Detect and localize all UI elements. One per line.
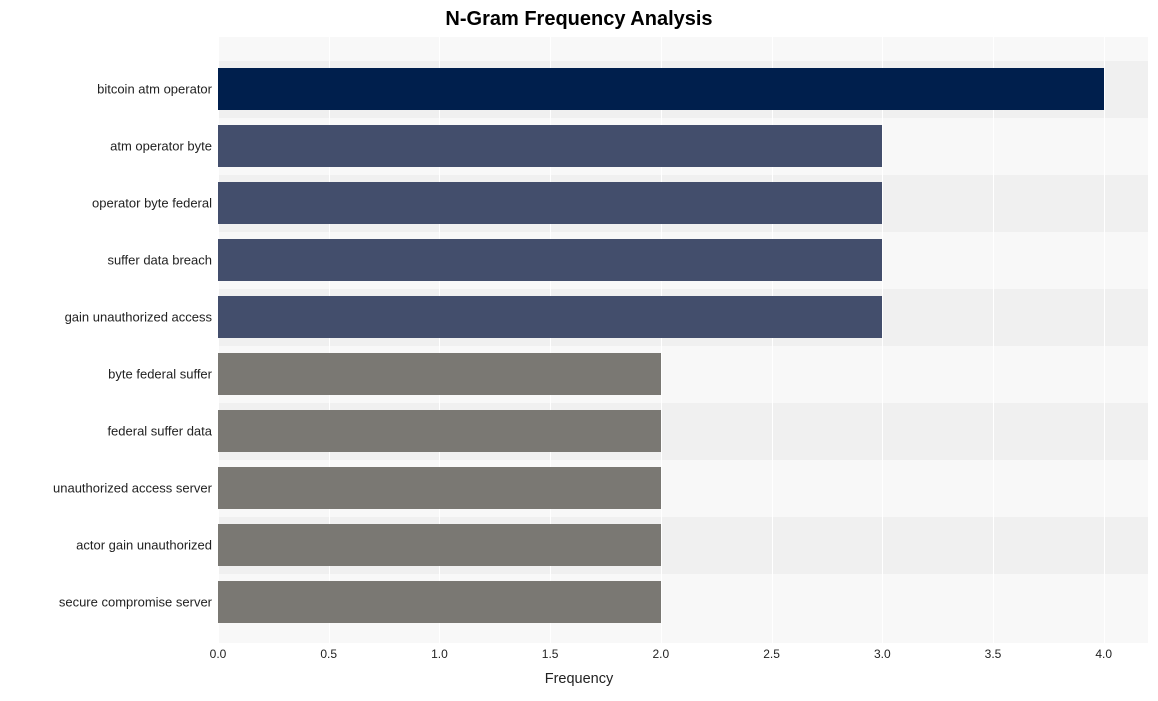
x-tick-label: 1.5 xyxy=(542,647,559,661)
y-tick-label: secure compromise server xyxy=(59,595,212,610)
y-axis-labels: bitcoin atm operator atm operator byte ope… xyxy=(0,37,218,643)
x-tick-label: 0.0 xyxy=(210,647,227,661)
y-tick-label: federal suffer data xyxy=(107,424,212,439)
grid-line xyxy=(1104,37,1105,643)
bar xyxy=(218,239,882,281)
bar xyxy=(218,296,882,338)
y-tick-label: unauthorized access server xyxy=(53,481,212,496)
x-axis-ticks: 0.00.51.01.52.02.53.03.54.0 xyxy=(218,643,1148,669)
x-tick-label: 2.0 xyxy=(653,647,670,661)
y-tick-label: operator byte federal xyxy=(92,196,212,211)
x-tick-label: 2.5 xyxy=(763,647,780,661)
bar xyxy=(218,467,661,509)
bar xyxy=(218,353,661,395)
plot-area xyxy=(218,37,1148,643)
plot-row: bitcoin atm operator atm operator byte ope… xyxy=(0,37,1158,643)
bar xyxy=(218,581,661,623)
y-tick-label: atm operator byte xyxy=(110,139,212,154)
y-tick-label: gain unauthorized access xyxy=(65,310,212,325)
bar xyxy=(218,68,1104,110)
bar xyxy=(218,410,661,452)
y-tick-label: bitcoin atm operator xyxy=(97,82,212,97)
x-tick-label: 1.0 xyxy=(431,647,448,661)
x-axis-title: Frequency xyxy=(0,671,1158,687)
bar xyxy=(218,125,882,167)
x-tick-label: 0.5 xyxy=(320,647,337,661)
bar xyxy=(218,524,661,566)
bar xyxy=(218,182,882,224)
y-tick-label: byte federal suffer xyxy=(108,367,212,382)
y-tick-label: actor gain unauthorized xyxy=(76,538,212,553)
chart-title: N-Gram Frequency Analysis xyxy=(0,8,1158,31)
grid-line xyxy=(882,37,883,643)
grid-line xyxy=(993,37,994,643)
x-tick-label: 4.0 xyxy=(1095,647,1112,661)
y-tick-label: suffer data breach xyxy=(107,253,212,268)
x-tick-label: 3.5 xyxy=(985,647,1002,661)
ngram-frequency-chart: N-Gram Frequency Analysis bitcoin atm op… xyxy=(0,0,1158,701)
x-tick-label: 3.0 xyxy=(874,647,891,661)
